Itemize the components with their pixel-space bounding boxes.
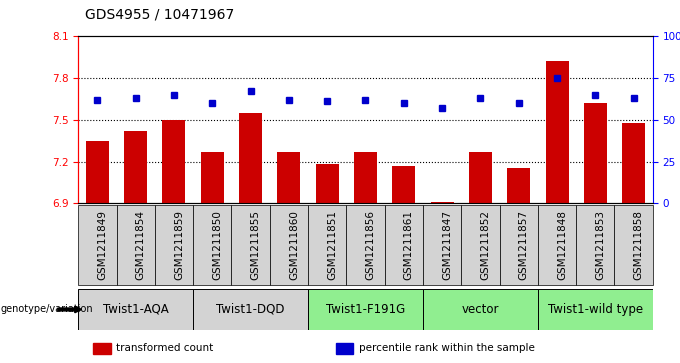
Bar	[354, 152, 377, 203]
Text: Twist1-F191G: Twist1-F191G	[326, 303, 405, 316]
Bar	[461, 205, 500, 285]
Text: GSM1211854: GSM1211854	[135, 210, 146, 280]
Bar	[538, 289, 653, 330]
Bar	[193, 289, 308, 330]
Text: vector: vector	[462, 303, 499, 316]
Bar	[576, 205, 615, 285]
Text: GSM1211853: GSM1211853	[595, 210, 605, 280]
Bar	[385, 205, 423, 285]
Bar	[545, 61, 568, 203]
Bar	[469, 152, 492, 203]
Bar	[201, 152, 224, 203]
Text: GSM1211847: GSM1211847	[442, 210, 452, 280]
Bar	[430, 202, 454, 203]
Text: GSM1211851: GSM1211851	[327, 210, 337, 280]
Text: transformed count: transformed count	[116, 343, 214, 354]
Text: GSM1211859: GSM1211859	[174, 210, 184, 280]
Bar	[155, 205, 193, 285]
Text: GSM1211848: GSM1211848	[557, 210, 567, 280]
Text: GSM1211850: GSM1211850	[212, 210, 222, 280]
Bar	[615, 205, 653, 285]
Bar	[78, 205, 116, 285]
Bar	[116, 205, 155, 285]
Text: GSM1211855: GSM1211855	[250, 210, 260, 280]
Text: GSM1211858: GSM1211858	[634, 210, 644, 280]
Bar	[231, 205, 270, 285]
Bar	[86, 141, 109, 203]
Text: genotype/variation: genotype/variation	[1, 305, 93, 314]
Bar	[622, 123, 645, 203]
Bar	[507, 168, 530, 203]
Bar	[308, 289, 423, 330]
Bar	[346, 205, 385, 285]
Bar	[78, 289, 193, 330]
Text: GSM1211852: GSM1211852	[480, 210, 490, 280]
Bar	[584, 103, 607, 203]
Bar	[277, 152, 301, 203]
Bar	[538, 205, 576, 285]
Text: GSM1211856: GSM1211856	[365, 210, 375, 280]
Bar	[423, 205, 461, 285]
Bar	[392, 166, 415, 203]
Text: Twist1-AQA: Twist1-AQA	[103, 303, 169, 316]
Text: percentile rank within the sample: percentile rank within the sample	[359, 343, 535, 354]
Bar	[500, 205, 538, 285]
Text: GSM1211860: GSM1211860	[289, 210, 299, 280]
Bar	[193, 205, 231, 285]
Bar	[93, 343, 110, 354]
Bar	[308, 205, 346, 285]
Text: GSM1211861: GSM1211861	[404, 210, 414, 280]
Text: GSM1211849: GSM1211849	[97, 210, 107, 280]
Text: GDS4955 / 10471967: GDS4955 / 10471967	[85, 8, 234, 22]
Bar	[316, 164, 339, 203]
Text: Twist1-wild type: Twist1-wild type	[548, 303, 643, 316]
Bar	[336, 343, 353, 354]
Text: GSM1211857: GSM1211857	[519, 210, 529, 280]
Text: Twist1-DQD: Twist1-DQD	[216, 303, 285, 316]
Bar	[124, 131, 147, 203]
Bar	[163, 120, 186, 203]
Bar	[270, 205, 308, 285]
Bar	[239, 113, 262, 203]
Bar	[423, 289, 538, 330]
